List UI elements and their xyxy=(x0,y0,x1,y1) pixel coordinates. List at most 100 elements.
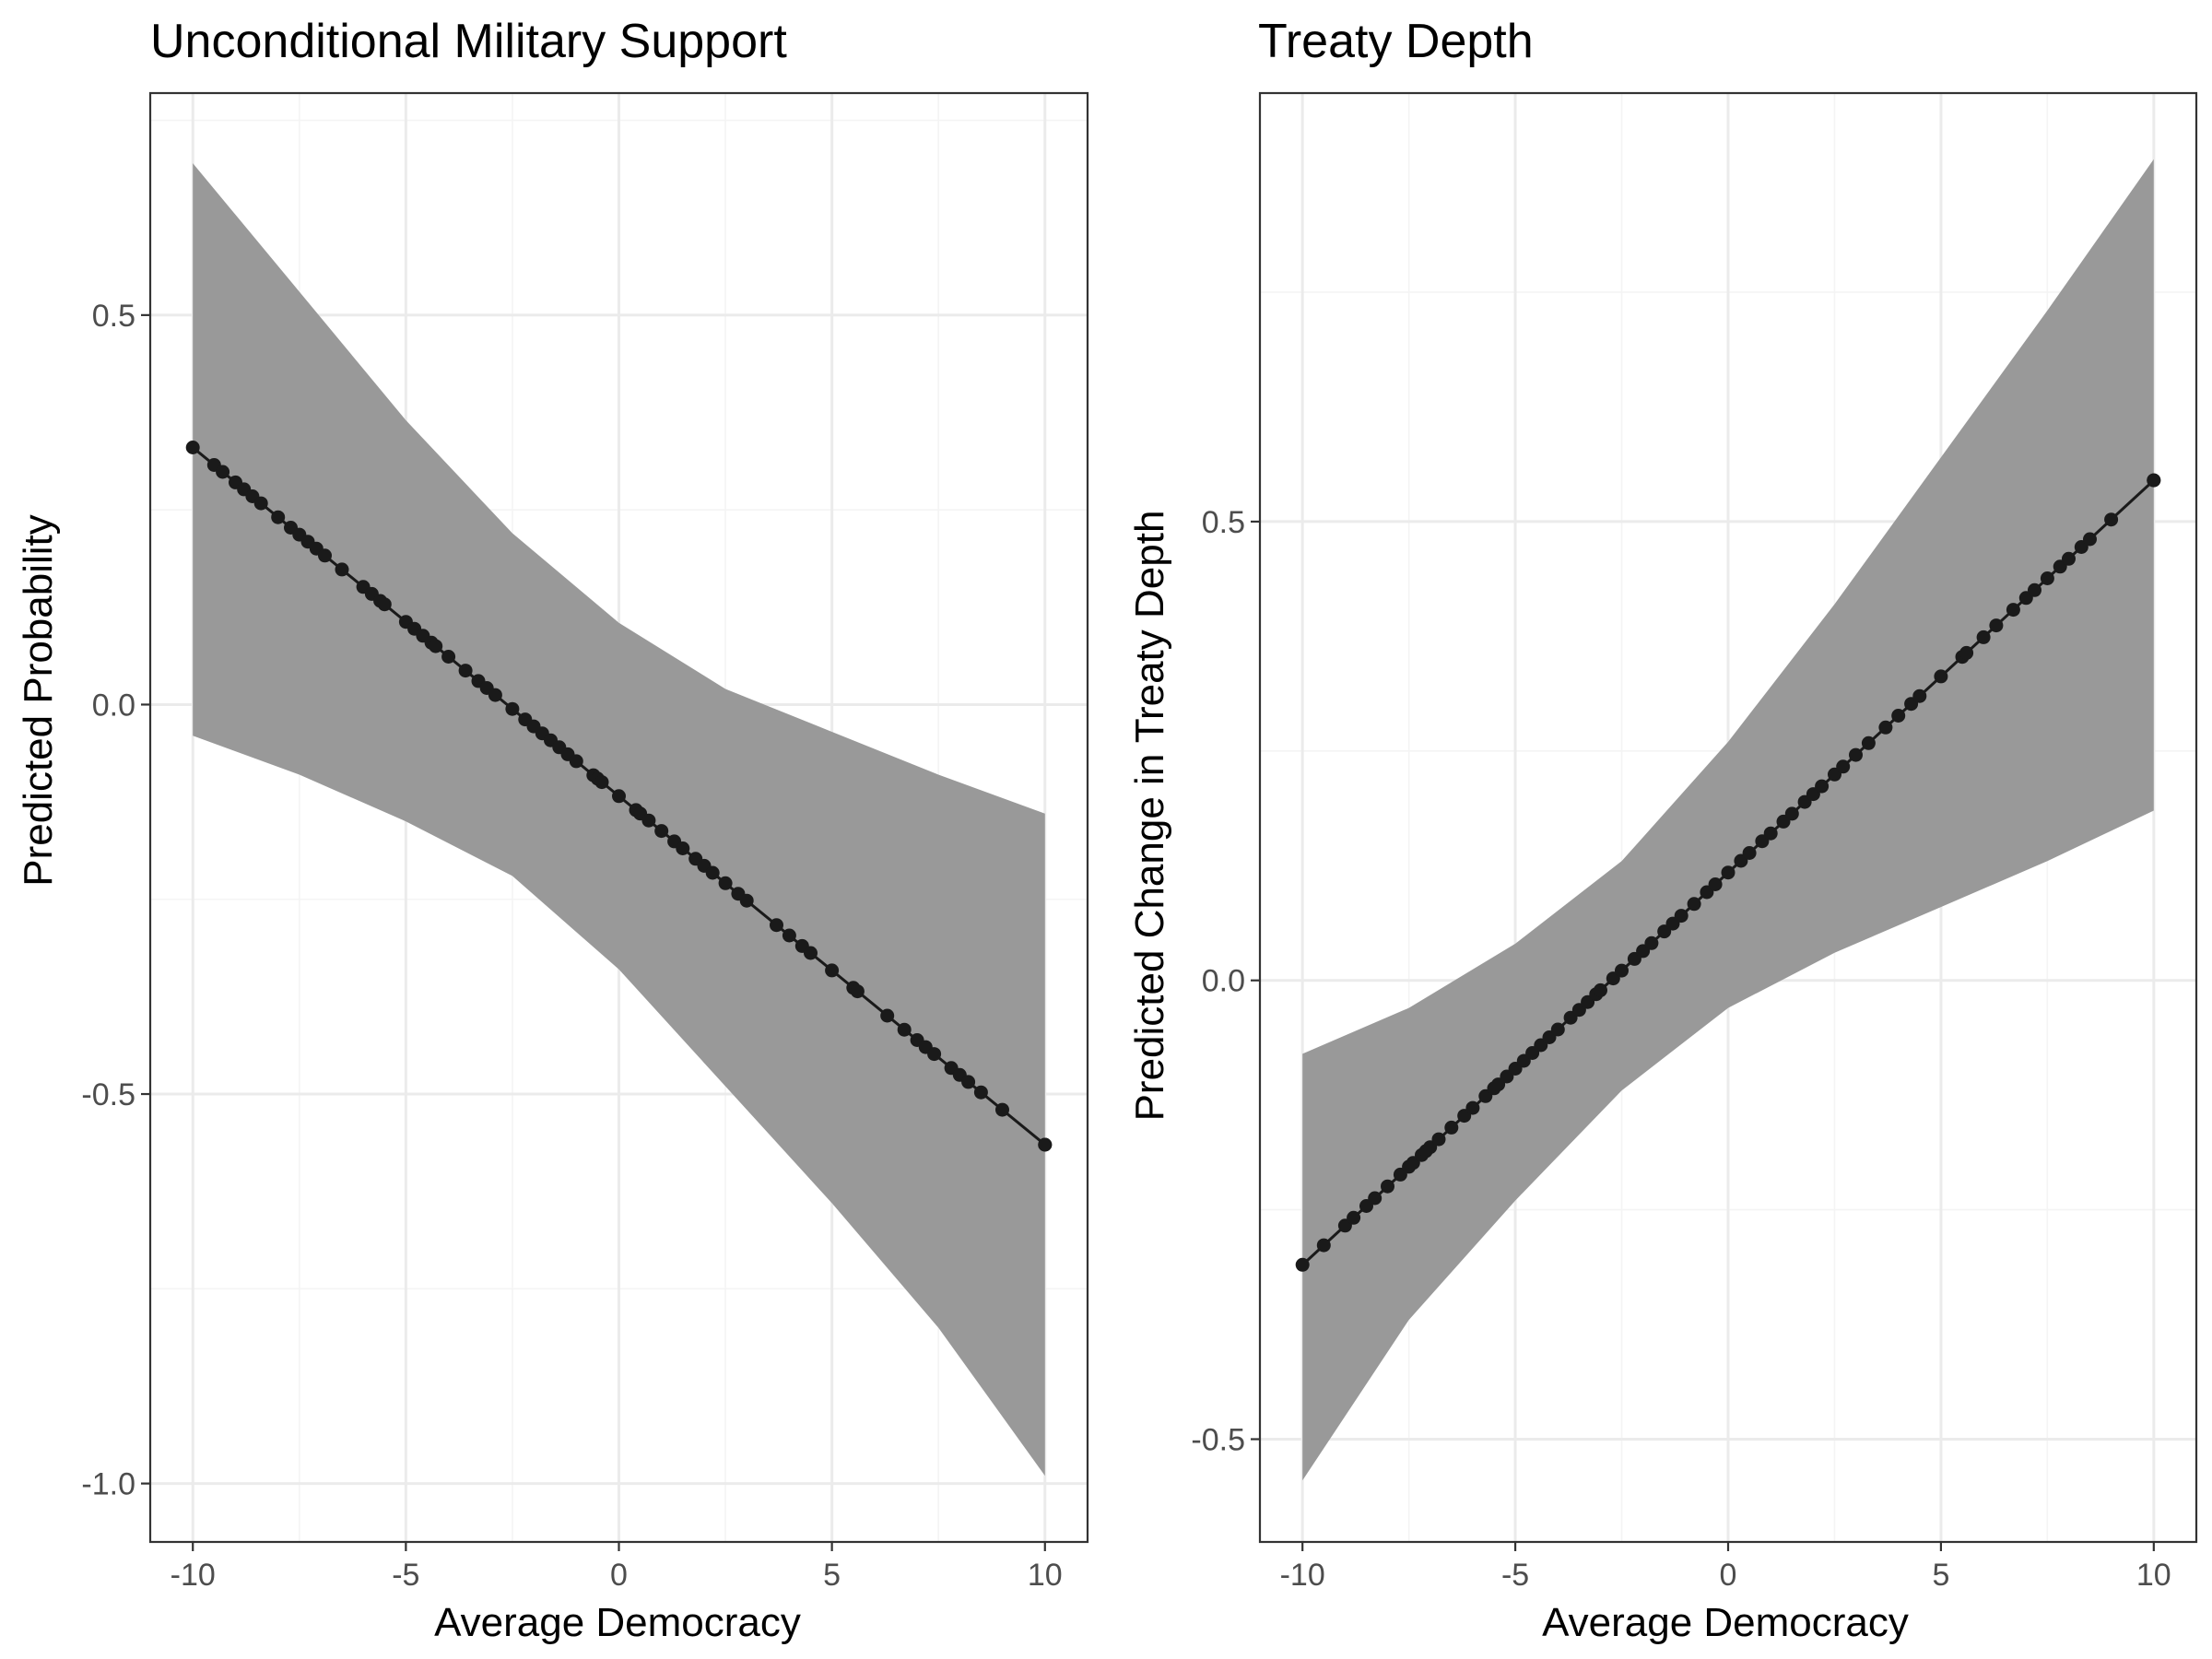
data-point xyxy=(612,789,626,804)
data-point xyxy=(594,775,609,790)
data-point xyxy=(1959,645,1974,660)
data-point xyxy=(676,841,690,855)
data-point xyxy=(1849,747,1863,762)
data-point xyxy=(880,1008,895,1023)
data-point xyxy=(271,510,286,524)
data-point xyxy=(318,548,332,563)
data-point xyxy=(1038,1137,1053,1152)
data-point xyxy=(569,754,583,769)
data-point xyxy=(2040,571,2054,585)
data-point xyxy=(2147,473,2161,488)
data-point xyxy=(377,597,392,612)
data-point xyxy=(216,465,230,479)
data-point xyxy=(770,918,783,933)
axes: -10 -5 0 5 10 0.5 0.0 -0.5 xyxy=(1191,91,2198,1593)
data-point xyxy=(1934,669,1948,684)
x-tick-label: -10 xyxy=(1280,1558,1325,1593)
confidence-band xyxy=(193,163,1045,1477)
data-point xyxy=(654,824,669,839)
data-point xyxy=(1861,735,1876,750)
data-point xyxy=(1644,935,1659,950)
data-point xyxy=(2083,532,2097,547)
data-point xyxy=(973,1085,988,1100)
data-point xyxy=(1431,1132,1446,1147)
data-point xyxy=(1784,806,1799,821)
data-point xyxy=(1721,865,1735,880)
data-point xyxy=(2028,582,2041,597)
data-point xyxy=(1708,877,1723,891)
data-point xyxy=(1316,1238,1331,1253)
data-point xyxy=(718,876,733,890)
data-point xyxy=(1295,1257,1310,1272)
data-point xyxy=(1674,909,1688,924)
axes: -10 -5 0 5 10 0.5 0.0 -0.5 -1.0 xyxy=(81,91,1089,1593)
data-point xyxy=(739,893,754,908)
data-point xyxy=(1615,963,1629,978)
y-tick-label: 0.5 xyxy=(1202,505,1245,540)
x-tick-label: 10 xyxy=(2136,1558,2171,1593)
data-point xyxy=(1594,982,1607,997)
data-point xyxy=(1878,720,1893,735)
x-axis-title: Average Democracy xyxy=(1542,1600,1909,1645)
data-point xyxy=(705,865,720,880)
data-point xyxy=(995,1102,1009,1117)
data-point xyxy=(441,650,456,664)
panel-treaty-depth: Treaty Depth -10 -5 0 5 10 0.5 0.0 -0.5 Average… xyxy=(1127,15,2198,1645)
confidence-band xyxy=(1302,159,2154,1481)
data-point xyxy=(804,946,818,960)
panel-title: Treaty Depth xyxy=(1258,15,1534,68)
data-point xyxy=(2062,551,2076,566)
x-tick-label: -5 xyxy=(1501,1558,1529,1593)
y-tick-label: 0.5 xyxy=(92,299,135,334)
data-point xyxy=(429,639,443,653)
data-point xyxy=(1687,897,1701,912)
y-tick-label: -0.5 xyxy=(1191,1422,1245,1457)
plot-area xyxy=(1260,93,2196,1542)
data-point xyxy=(335,562,349,577)
data-point xyxy=(1891,709,1906,723)
x-tick-label: 0 xyxy=(1720,1558,1737,1593)
data-point xyxy=(1550,1022,1565,1037)
panel-title: Unconditional Military Support xyxy=(150,15,787,68)
data-point xyxy=(1815,779,1830,794)
data-point xyxy=(1976,629,1991,644)
y-tick-label: -1.0 xyxy=(81,1467,135,1502)
data-point xyxy=(488,688,502,702)
data-point xyxy=(185,441,200,454)
data-point xyxy=(927,1047,942,1062)
y-tick-label: 0.0 xyxy=(1202,964,1245,999)
panel-unconditional-military-support: Unconditional Military Support -10 -5 0 5 10… xyxy=(16,15,1089,1645)
data-point xyxy=(1381,1179,1394,1194)
data-point xyxy=(505,701,520,716)
x-tick-label: 10 xyxy=(1028,1558,1063,1593)
x-tick-label: 5 xyxy=(823,1558,841,1593)
data-point xyxy=(1444,1120,1459,1135)
data-point xyxy=(253,496,268,511)
x-axis-title: Average Democracy xyxy=(434,1600,801,1645)
data-point xyxy=(850,984,865,999)
y-axis-title: Predicted Probability xyxy=(16,514,61,887)
data-point xyxy=(961,1075,976,1089)
data-point xyxy=(2104,512,2119,527)
y-tick-label: 0.0 xyxy=(92,688,135,723)
x-tick-label: -10 xyxy=(171,1558,216,1593)
data-point xyxy=(1912,688,1927,703)
data-point xyxy=(2006,603,2020,618)
x-tick-label: -5 xyxy=(392,1558,419,1593)
x-tick-label: 5 xyxy=(1932,1558,1949,1593)
data-point xyxy=(458,664,473,678)
data-point xyxy=(1763,826,1778,841)
data-point xyxy=(1742,846,1757,860)
x-tick-label: 0 xyxy=(610,1558,628,1593)
data-point xyxy=(1347,1210,1361,1225)
plot-area xyxy=(150,93,1088,1542)
data-point xyxy=(1989,618,2004,633)
data-point xyxy=(897,1022,912,1037)
data-point xyxy=(825,963,840,978)
data-point xyxy=(1836,759,1851,774)
y-tick-label: -0.5 xyxy=(81,1077,135,1112)
y-axis-title: Predicted Change in Treaty Depth xyxy=(1127,511,1172,1122)
data-point xyxy=(782,928,796,943)
data-point xyxy=(1368,1191,1382,1206)
